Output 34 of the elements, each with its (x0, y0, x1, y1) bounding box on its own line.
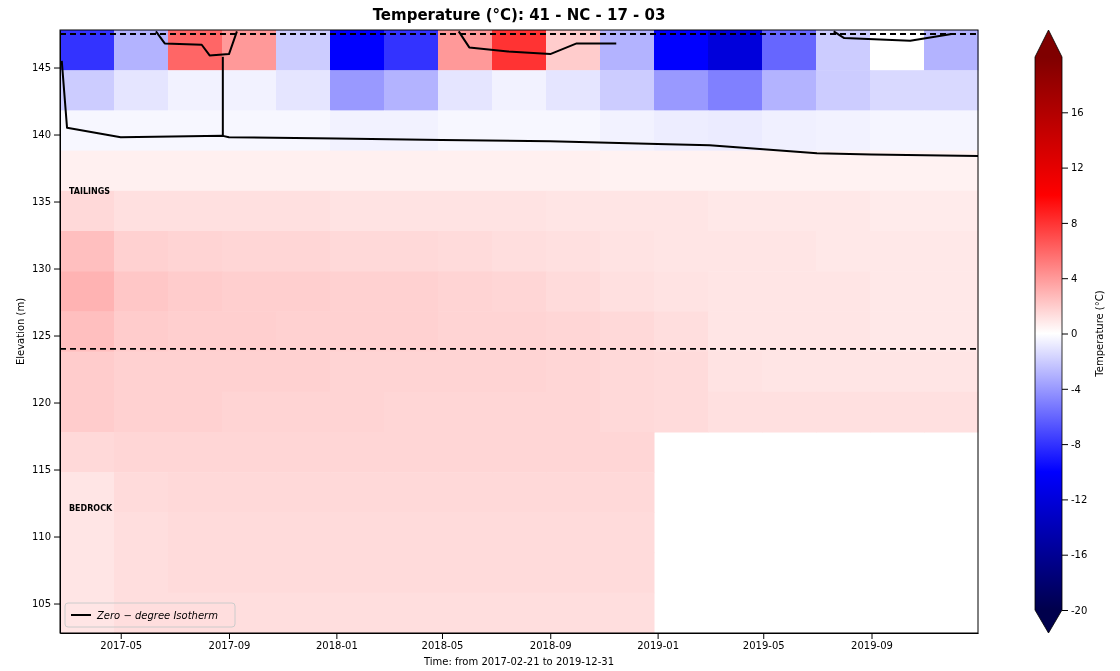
x-tick-label: 2019-09 (851, 640, 893, 652)
x-tick-label: 2018-05 (421, 640, 464, 652)
color-bar-label: 0 (1071, 328, 1078, 340)
x-tick-label: 2019-05 (742, 640, 785, 652)
color-bar-label: -8 (1071, 438, 1081, 450)
x-tick-label: 2018-09 (529, 640, 572, 652)
color-bar-label: 12 (1071, 162, 1084, 174)
x-tick-label: 2017-05 (100, 640, 143, 652)
y-tick-label: 115 (31, 464, 51, 476)
y-tick-label: 135 (31, 196, 51, 208)
color-bar-label: -4 (1071, 383, 1081, 395)
y-tick-label: 130 (31, 263, 51, 275)
y-tick-label: 120 (31, 397, 51, 409)
annotation: TAILINGS (69, 186, 111, 196)
color-bar-label: -16 (1071, 549, 1088, 561)
y-tick-label: 110 (31, 531, 51, 543)
color-bar-label: 4 (1071, 272, 1078, 284)
annotation: BEDROCK (69, 503, 114, 513)
y-tick-label: 105 (31, 598, 51, 610)
legend-label: Zero − degree Isotherm (96, 609, 219, 621)
y-axis-title: Elevation (m) (15, 297, 26, 366)
x-tick-label: 2018-01 (315, 640, 358, 652)
color-bar-title: Temperature (°C) (1094, 290, 1105, 378)
y-tick-label: 125 (31, 330, 51, 342)
color-bar-label: 8 (1071, 217, 1078, 229)
color-bar-label: -20 (1071, 604, 1088, 616)
color-bar-label: -12 (1071, 494, 1088, 506)
chart-title: Temperature (°C): 41 - NC - 17 - 03 (372, 6, 666, 24)
y-tick-label: 145 (31, 62, 51, 74)
x-tick-label: 2019-01 (637, 640, 680, 652)
color-bar-label: 16 (1071, 107, 1084, 118)
y-tick-label: 140 (31, 129, 51, 141)
x-tick-label: 2017-09 (208, 640, 251, 652)
x-axis-title: Time: from 2017-02-21 to 2019-12-31 (422, 656, 615, 667)
